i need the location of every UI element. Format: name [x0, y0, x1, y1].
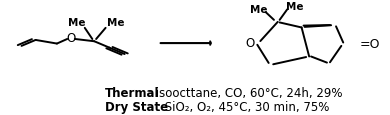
Text: O: O: [66, 32, 76, 45]
Text: Me: Me: [250, 5, 268, 15]
Text: Thermal: Thermal: [105, 86, 159, 99]
Text: Me: Me: [69, 18, 86, 28]
Text: Me: Me: [286, 2, 303, 12]
Text: : SiO₂, O₂, 45°C, 30 min, 75%: : SiO₂, O₂, 45°C, 30 min, 75%: [157, 100, 330, 113]
Text: O: O: [245, 37, 254, 50]
Text: : isoocttane, CO, 60°C, 24h, 29%: : isoocttane, CO, 60°C, 24h, 29%: [148, 86, 343, 99]
Text: Dry State: Dry State: [105, 100, 168, 113]
Text: Me: Me: [107, 18, 125, 28]
Text: =O: =O: [360, 38, 380, 51]
